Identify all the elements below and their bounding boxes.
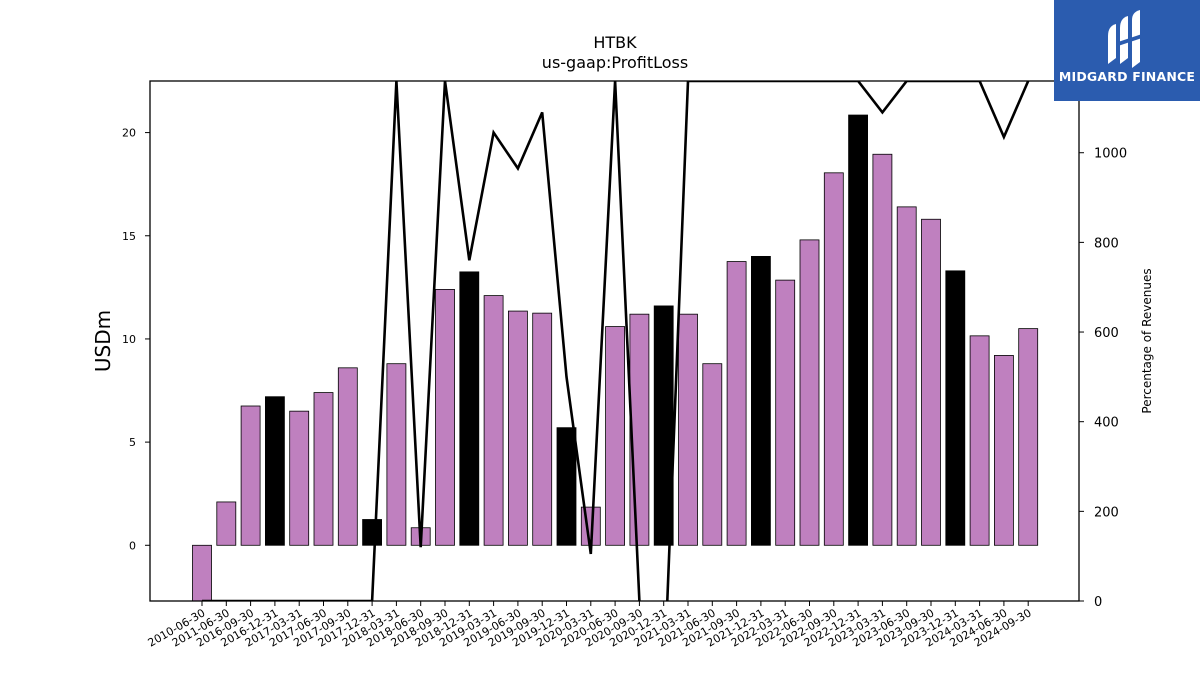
bar-2023-12-31	[945, 270, 966, 546]
bar-2023-09-30	[921, 218, 941, 546]
bar-2021-09-30	[726, 261, 747, 546]
plot-frame	[149, 80, 1080, 602]
line-group	[202, 81, 1030, 601]
bar-2019-03-31	[483, 295, 504, 546]
bar-2017-03-31	[289, 410, 310, 546]
line-series	[202, 81, 1030, 601]
bar-2019-12-31	[556, 427, 577, 546]
bar-2018-09-30	[435, 289, 455, 546]
bar-2019-06-30	[507, 310, 528, 546]
chart-title: HTBK	[593, 33, 637, 52]
bar-2011-06-30	[216, 501, 237, 546]
right-tick-label: 1000	[1094, 147, 1127, 162]
bar-2010-06-30	[192, 544, 212, 602]
bar-2017-09-30	[337, 367, 358, 546]
right-axis-ticks: 0 200 400 600 800 1000	[1079, 147, 1127, 610]
bar-2024-03-31	[969, 335, 990, 546]
bar-2022-03-31	[775, 279, 796, 546]
bar-2017-06-30	[313, 392, 334, 546]
bar-2023-06-30	[896, 206, 917, 546]
bar-2019-09-30	[532, 312, 553, 546]
right-tick-label: 400	[1094, 416, 1119, 431]
bar-2022-09-30	[823, 172, 844, 546]
bar-2024-06-30	[994, 355, 1014, 546]
right-tick-label: 600	[1094, 326, 1119, 341]
logo-mark-icon	[1108, 10, 1142, 68]
bar-2022-12-31	[848, 114, 868, 546]
logo-text: MIDGARD FINANCE	[1058, 69, 1196, 84]
bar-2020-06-30	[605, 326, 625, 546]
right-tick-label: 800	[1094, 236, 1119, 251]
bar-2021-06-30	[702, 363, 723, 546]
right-axis-label: Percentage of Revenues	[1140, 268, 1154, 413]
bar-2021-03-31	[678, 313, 698, 546]
left-axis-ticks: 0 5 10 15 20	[122, 127, 150, 552]
left-tick-label: 5	[129, 436, 136, 449]
bar-2024-09-30	[1018, 328, 1039, 546]
right-tick-label: 0	[1094, 595, 1102, 610]
chart-subtitle: us-gaap:ProfitLoss	[542, 53, 688, 72]
left-tick-label: 15	[122, 230, 136, 243]
left-tick-label: 0	[129, 539, 136, 552]
x-axis-ticks: 2010-06-302011-06-302016-09-302016-12-31…	[146, 601, 1034, 650]
right-tick-label: 200	[1094, 505, 1119, 520]
bar-2017-12-31	[362, 519, 383, 546]
bar-2020-09-30	[629, 313, 650, 546]
bar-2022-06-30	[799, 239, 820, 546]
left-axis-label: USDm	[91, 310, 115, 372]
bar-2016-12-31	[264, 396, 285, 546]
midgard-finance-logo: MIDGARD FINANCE	[1054, 0, 1200, 101]
bar-2018-03-31	[386, 363, 407, 546]
left-tick-label: 10	[122, 333, 136, 346]
bar-2016-09-30	[240, 405, 261, 546]
left-tick-label: 20	[122, 127, 136, 140]
bar-2021-12-31	[751, 255, 771, 546]
bar-2023-03-31	[872, 153, 893, 546]
bar-2018-12-31	[459, 271, 480, 546]
bars-group	[192, 114, 1039, 602]
